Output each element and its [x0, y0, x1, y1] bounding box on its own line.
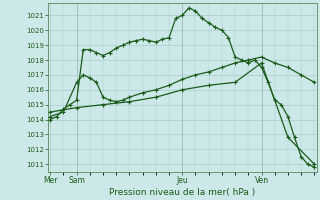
- X-axis label: Pression niveau de la mer( hPa ): Pression niveau de la mer( hPa ): [109, 188, 255, 197]
